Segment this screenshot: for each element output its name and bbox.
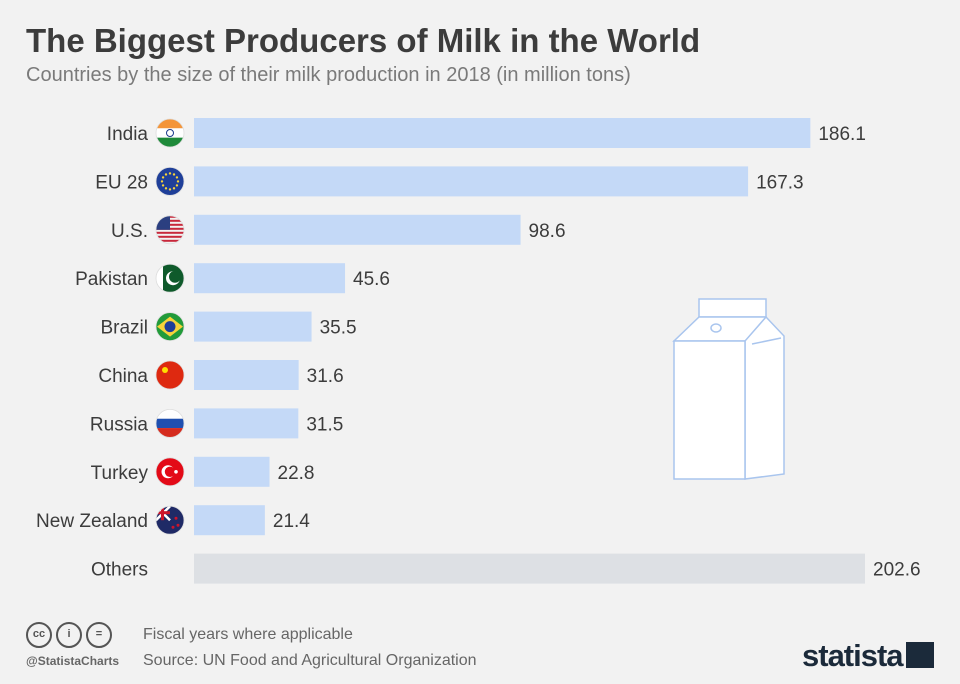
value-label: 35.5 <box>320 318 357 339</box>
source-note: Source: UN Food and Agricultural Organiz… <box>143 652 477 669</box>
footer: cc i = @StatistaCharts Fiscal years wher… <box>0 612 960 684</box>
value-label: 45.6 <box>353 269 390 290</box>
category-label: Pakistan <box>75 269 148 290</box>
category-label: U.S. <box>111 221 148 242</box>
india-flag-icon <box>155 118 185 148</box>
category-label: Brazil <box>100 318 148 339</box>
cc-icon: cc <box>26 622 52 648</box>
bar-others <box>194 553 865 584</box>
value-label: 202.6 <box>873 560 921 581</box>
category-label: China <box>98 366 148 387</box>
statista-logo[interactable]: statista <box>802 638 904 673</box>
value-label: 186.1 <box>818 124 866 145</box>
category-label: Others <box>91 560 148 581</box>
turkey-flag-icon <box>155 457 185 487</box>
chart-subtitle: Countries by the size of their milk prod… <box>26 64 631 86</box>
bar-u-s- <box>194 214 521 245</box>
china-flag-icon <box>155 360 185 390</box>
category-label: Turkey <box>91 463 149 484</box>
bar-russia <box>194 408 299 439</box>
value-label: 22.8 <box>278 463 315 484</box>
pakistan-flag-icon <box>155 263 185 293</box>
by-icon: i <box>56 622 82 648</box>
category-label: EU 28 <box>95 172 148 193</box>
license-icons: cc i = <box>26 622 112 648</box>
chart-title: The Biggest Producers of Milk in the Wor… <box>26 22 701 59</box>
new-zealand-flag-icon <box>155 505 185 535</box>
usa-flag-icon <box>155 215 185 245</box>
bar-brazil <box>194 311 312 342</box>
milk-carton-icon <box>672 298 785 480</box>
value-label: 98.6 <box>529 221 566 242</box>
bar-india <box>194 118 811 148</box>
category-label: New Zealand <box>36 511 148 532</box>
statista-logo-mark <box>906 642 934 668</box>
bar-eu-28 <box>194 166 749 197</box>
footnote: Fiscal years where applicable <box>143 626 353 643</box>
bar-chart: India 186.1 EU 28 167.3 U.S. 98.6 Pakistan 45.6… <box>36 118 921 584</box>
nd-icon: = <box>86 622 112 648</box>
eu-flag-icon <box>155 166 185 196</box>
social-handle: @StatistaCharts <box>26 654 120 668</box>
value-label: 167.3 <box>756 172 804 193</box>
bar-pakistan <box>194 263 346 294</box>
value-label: 21.4 <box>273 511 310 532</box>
bar-new-zealand <box>194 505 265 536</box>
value-label: 31.5 <box>306 414 343 435</box>
bar-china <box>194 360 299 390</box>
bar-turkey <box>194 456 270 487</box>
russia-flag-icon <box>155 408 185 438</box>
category-label: Russia <box>90 414 149 435</box>
category-label: India <box>107 124 149 145</box>
value-label: 31.6 <box>307 366 344 387</box>
brazil-flag-icon <box>155 312 185 342</box>
